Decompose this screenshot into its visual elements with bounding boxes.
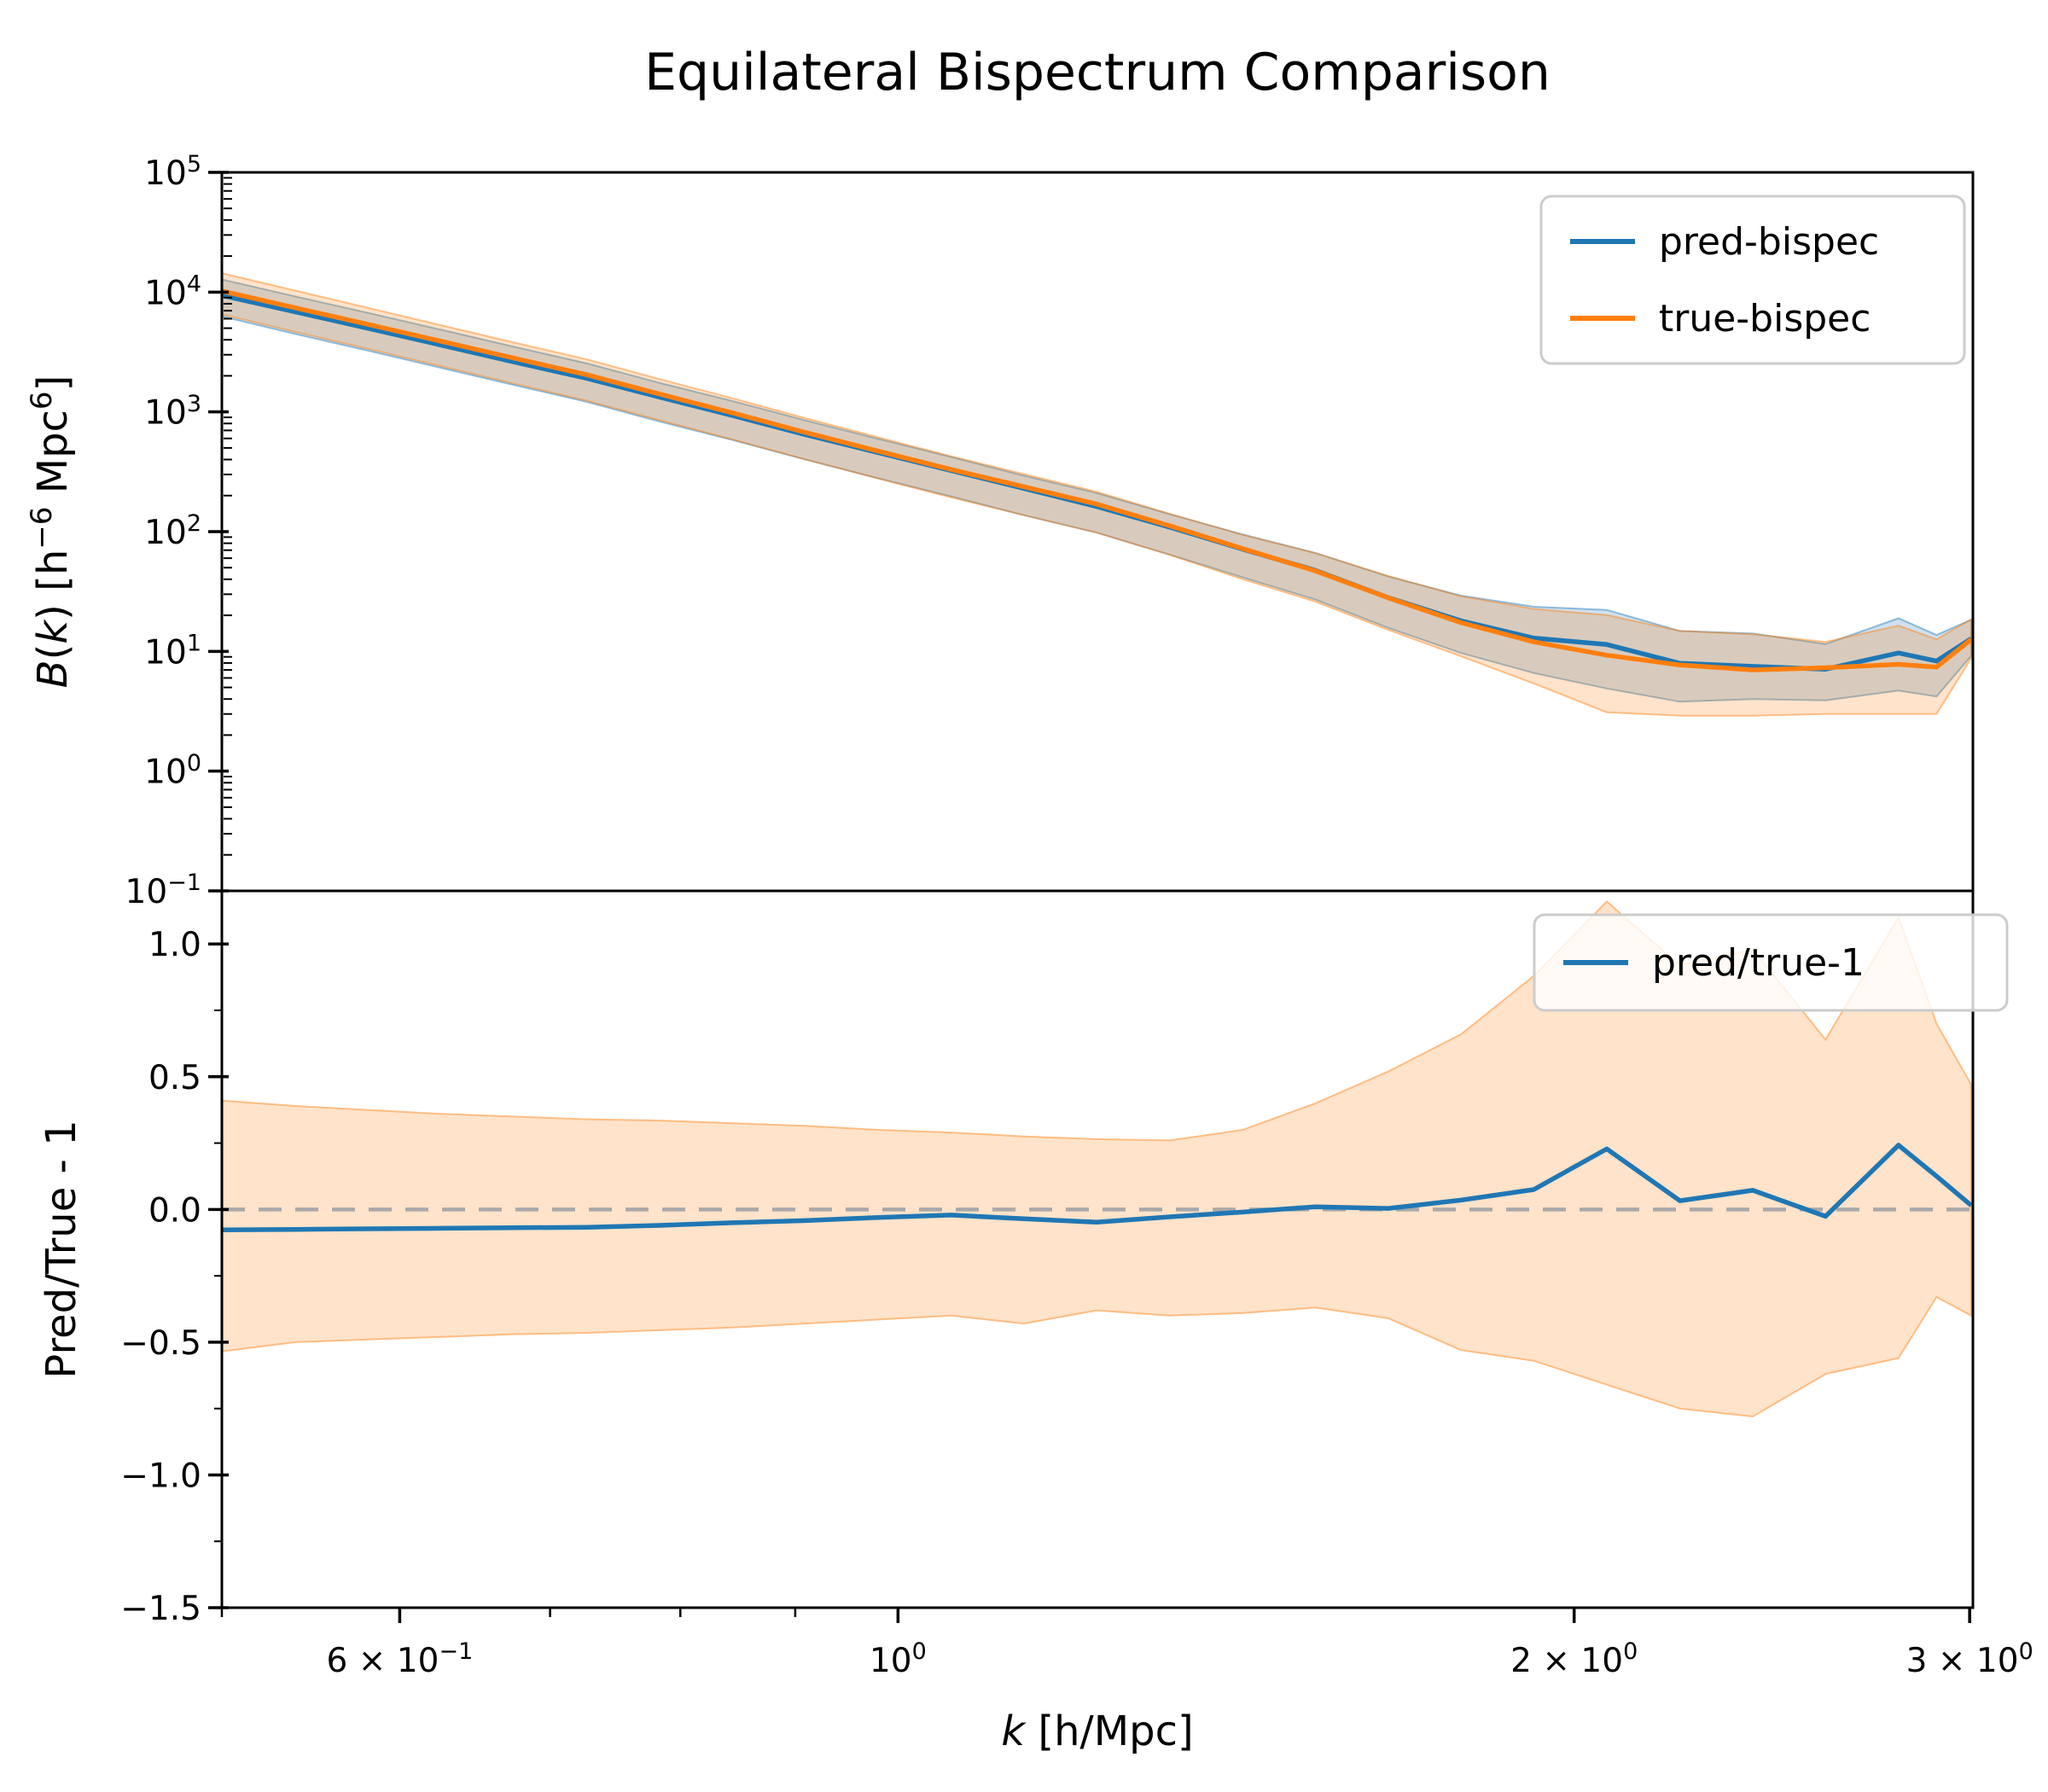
true-bispec-band — [222, 272, 1973, 717]
ratio-line — [222, 1143, 1973, 1233]
bottom-panel: 1.0 0.5 0.0 −0.5 −1.0 −1.5 Pred/True - 1 pred… — [38, 889, 2009, 1628]
ratio-band — [222, 900, 1973, 1418]
bottom-y-tick-label: −0.5 — [120, 1324, 201, 1363]
bottom-panel-axes: 1.0 0.5 0.0 −0.5 −1.0 −1.5 — [120, 926, 229, 1628]
x-tick-label: 3 × 100 — [1906, 1638, 2033, 1680]
top-ylabel: B(k) [h−6 Mpc6] — [25, 375, 77, 689]
x-tick-label: 100 — [870, 1638, 927, 1680]
x-tick-label: 6 × 10−1 — [327, 1638, 474, 1680]
top-legend: pred-bispec true-bispec — [1539, 195, 1966, 365]
bottom-legend: pred/true-1 — [1533, 913, 2009, 1012]
legend-item-pred/true-1: pred/true-1 — [1563, 941, 1865, 985]
x-tick-label: 2 × 100 — [1510, 1638, 1638, 1680]
pred-bispec-band — [222, 278, 1973, 703]
top-panel: 105 104 103 102 101 100 10−1 B(k) [h−6 Mpc6] p… — [25, 151, 1975, 911]
legend-label: pred-bispec — [1659, 220, 1879, 264]
bottom-y-tick-label: 0.0 — [148, 1191, 201, 1230]
bottom-ylabel: Pred/True - 1 — [38, 1120, 85, 1378]
legend-item-true-bispec: true-bispec — [1570, 297, 1871, 340]
bottom-panel-frame — [220, 889, 1975, 1609]
legend-item-pred-bispec: pred-bispec — [1570, 220, 1879, 264]
top-y-tick-label: 10−1 — [125, 870, 201, 911]
top-y-tick-label: 100 — [144, 750, 201, 792]
bottom-y-tick-label: 0.5 — [148, 1059, 201, 1097]
top-y-tick-label: 104 — [144, 271, 201, 313]
chart-title: Equilateral Bispectrum Comparison — [644, 43, 1551, 102]
x-axis-label: k [h/Mpc] — [1001, 1708, 1193, 1755]
legend-label: pred/true-1 — [1652, 941, 1865, 985]
bottom-y-tick-label: −1.5 — [120, 1590, 201, 1628]
true-bispec-line — [222, 288, 1973, 672]
legend-box — [1533, 913, 2009, 1012]
top-y-tick-label: 105 — [144, 151, 201, 193]
x-axis: 6 × 10−1 100 2 × 100 3 × 100 — [220, 1608, 2033, 1680]
legend-label: true-bispec — [1659, 297, 1871, 340]
bottom-y-tick-label: 1.0 — [148, 926, 201, 964]
legend-box — [1539, 195, 1966, 365]
top-y-tick-label: 102 — [144, 510, 201, 552]
bottom-y-tick-label: −1.0 — [120, 1457, 201, 1495]
top-y-tick-label: 103 — [144, 391, 201, 433]
top-y-tick-label: 101 — [144, 631, 201, 672]
top-panel-axes: 105 104 103 102 101 100 10−1 — [125, 151, 232, 911]
